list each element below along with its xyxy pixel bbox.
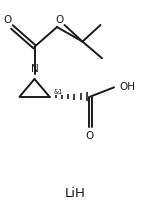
Text: O: O: [56, 15, 64, 25]
Text: N: N: [31, 64, 38, 74]
Text: &1: &1: [53, 89, 63, 95]
Text: O: O: [4, 15, 12, 25]
Text: O: O: [86, 131, 94, 141]
Text: OH: OH: [119, 82, 135, 92]
Text: LiH: LiH: [64, 187, 86, 200]
